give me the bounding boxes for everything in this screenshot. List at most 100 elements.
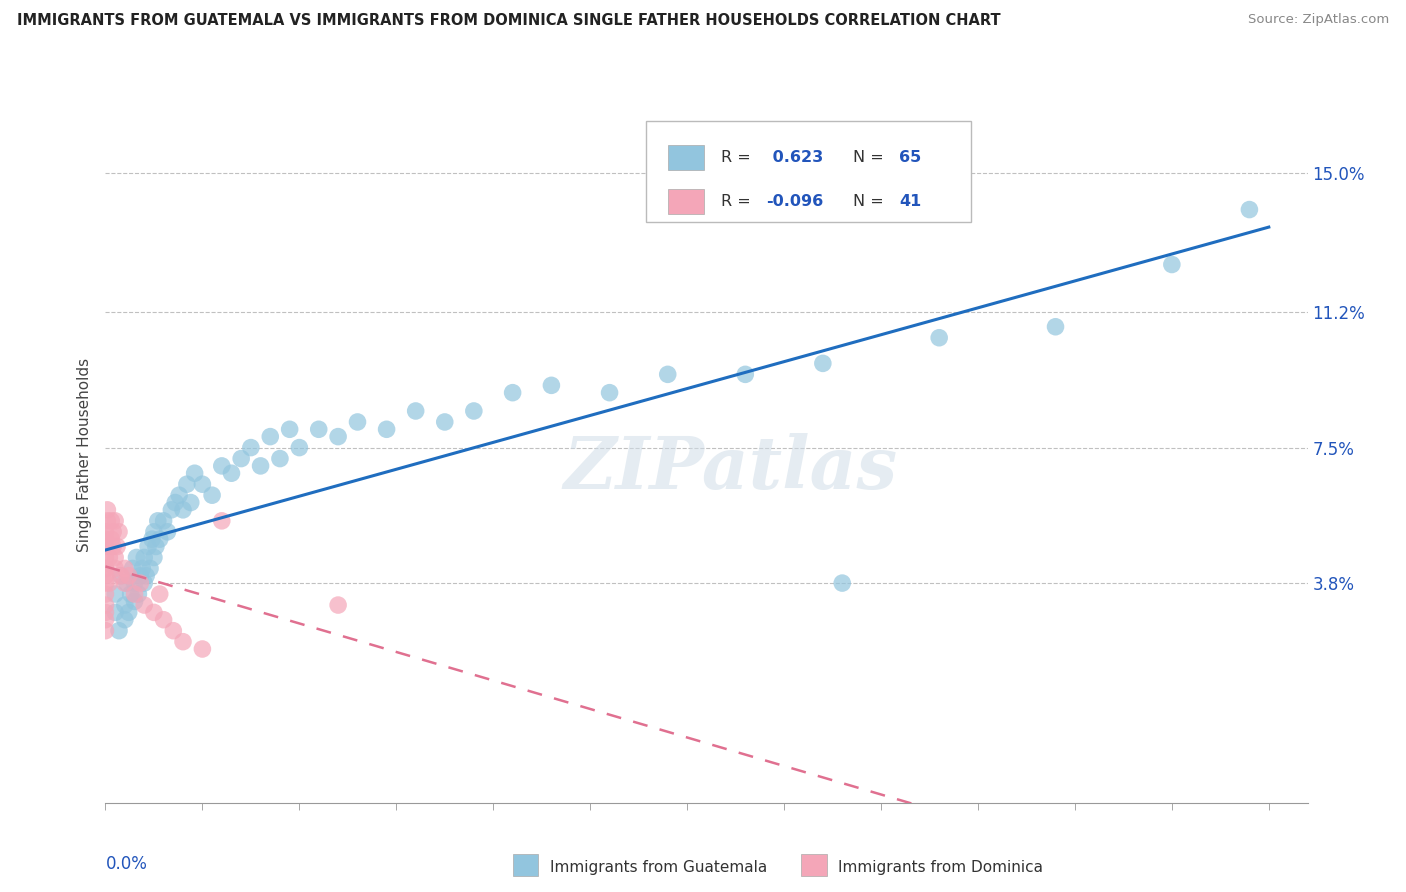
Point: [463, 404, 485, 418]
Point: [114, 561, 136, 575]
Point: [114, 576, 136, 591]
Point: [249, 458, 271, 473]
Point: [129, 568, 152, 582]
Bar: [668, 189, 704, 214]
Point: [108, 524, 131, 539]
Point: [118, 606, 141, 620]
Point: [120, 587, 142, 601]
Point: [100, 514, 122, 528]
Point: [98, 550, 121, 565]
Point: [94, 561, 117, 575]
Point: [346, 415, 368, 429]
Point: [129, 576, 152, 591]
Point: [124, 576, 146, 591]
Point: [259, 429, 281, 443]
Text: 41: 41: [898, 194, 921, 209]
Point: [104, 561, 127, 575]
Point: [104, 587, 127, 601]
Point: [433, 415, 456, 429]
Point: [134, 550, 156, 565]
Point: [96, 503, 118, 517]
Point: [269, 451, 291, 466]
Text: 0.623: 0.623: [766, 150, 823, 165]
Point: [183, 467, 205, 481]
Point: [105, 540, 128, 554]
Text: R =: R =: [721, 194, 756, 209]
Point: [110, 568, 132, 582]
Text: IMMIGRANTS FROM GUATEMALA VS IMMIGRANTS FROM DOMINICA SINGLE FATHER HOUSEHOLDS C: IMMIGRANTS FROM GUATEMALA VS IMMIGRANTS …: [17, 13, 1001, 29]
Point: [104, 550, 127, 565]
Point: [124, 594, 146, 608]
Point: [121, 561, 143, 575]
FancyBboxPatch shape: [647, 121, 972, 222]
Point: [103, 524, 125, 539]
Text: -0.096: -0.096: [766, 194, 824, 209]
Point: [114, 613, 136, 627]
Bar: [668, 145, 704, 169]
Point: [145, 540, 167, 554]
Point: [191, 642, 214, 657]
Point: [1045, 319, 1067, 334]
Point: [831, 576, 853, 591]
Point: [127, 587, 149, 601]
Point: [115, 576, 138, 591]
Point: [167, 488, 190, 502]
Point: [211, 458, 233, 473]
Point: [201, 488, 224, 502]
Point: [110, 568, 132, 582]
Point: [734, 368, 756, 382]
Point: [141, 532, 163, 546]
Point: [142, 524, 165, 539]
Text: Immigrants from Dominica: Immigrants from Dominica: [838, 860, 1043, 874]
Point: [1239, 202, 1261, 217]
Point: [152, 514, 174, 528]
Point: [231, 451, 253, 466]
Point: [405, 404, 427, 418]
Point: [172, 634, 194, 648]
Point: [94, 598, 117, 612]
Point: [94, 561, 117, 575]
Point: [149, 587, 172, 601]
Point: [94, 568, 117, 582]
Point: [180, 495, 202, 509]
Y-axis label: Single Father Households: Single Father Households: [77, 358, 93, 552]
Point: [142, 550, 165, 565]
Point: [94, 532, 117, 546]
Point: [221, 467, 243, 481]
Point: [94, 540, 117, 554]
Point: [326, 429, 349, 443]
Point: [375, 422, 398, 436]
Text: ZIPatlas: ZIPatlas: [564, 434, 897, 504]
Point: [191, 477, 214, 491]
Point: [502, 385, 524, 400]
Text: N =: N =: [853, 194, 889, 209]
Point: [94, 606, 117, 620]
Point: [139, 561, 162, 575]
Point: [134, 598, 156, 612]
Point: [94, 524, 117, 539]
Point: [811, 356, 834, 370]
Point: [98, 576, 121, 591]
Point: [211, 514, 233, 528]
Point: [124, 587, 146, 601]
Point: [239, 441, 262, 455]
Point: [657, 368, 679, 382]
Point: [94, 576, 117, 591]
Point: [156, 524, 179, 539]
Point: [94, 550, 117, 565]
Point: [142, 606, 165, 620]
Point: [326, 598, 349, 612]
Point: [118, 568, 141, 582]
Point: [165, 495, 187, 509]
Point: [176, 477, 198, 491]
Point: [162, 624, 184, 638]
Point: [104, 514, 127, 528]
Point: [94, 624, 117, 638]
Point: [100, 532, 122, 546]
Text: Source: ZipAtlas.com: Source: ZipAtlas.com: [1249, 13, 1389, 27]
Point: [103, 540, 125, 554]
Point: [160, 503, 183, 517]
Text: 0.0%: 0.0%: [105, 855, 148, 873]
Point: [146, 514, 169, 528]
Point: [149, 532, 172, 546]
